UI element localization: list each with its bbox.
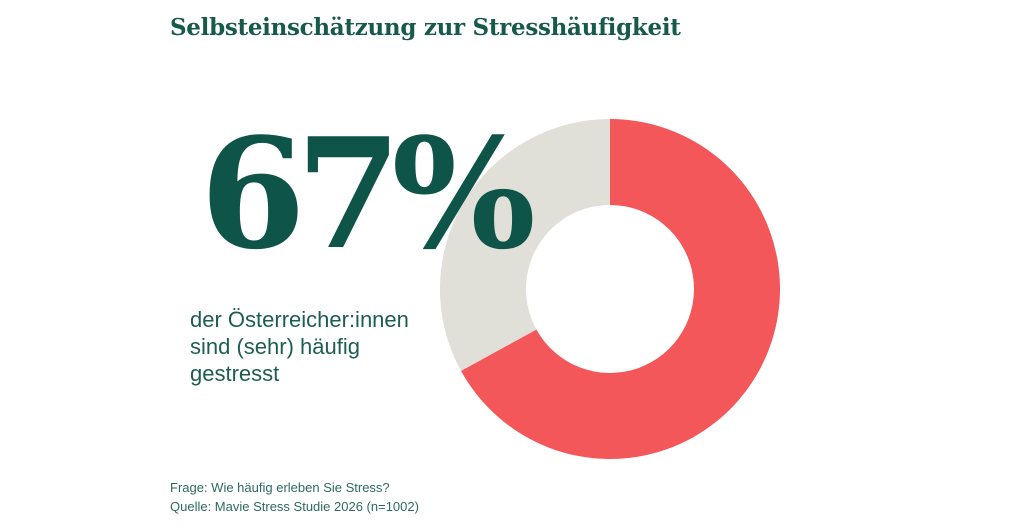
- source-note: Quelle: Mavie Stress Studie 2026 (n=1002…: [170, 499, 419, 514]
- chart-title: Selbsteinschätzung zur Stresshäufigkeit: [170, 14, 681, 41]
- headline-percentage: 67%: [200, 104, 536, 283]
- question-note: Frage: Wie häufig erleben Sie Stress?: [170, 480, 390, 495]
- headline-description: der Österreicher:innen sind (sehr) häufi…: [190, 306, 470, 387]
- description-line: sind (sehr) häufig: [190, 334, 360, 359]
- description-line: gestresst: [190, 361, 280, 386]
- description-line: der Österreicher:innen: [190, 307, 409, 332]
- donut-slice-rest: [439, 119, 610, 371]
- chart-footer: Frage: Wie häufig erleben Sie Stress? Qu…: [170, 478, 419, 516]
- donut-slice-stressed: [461, 119, 780, 459]
